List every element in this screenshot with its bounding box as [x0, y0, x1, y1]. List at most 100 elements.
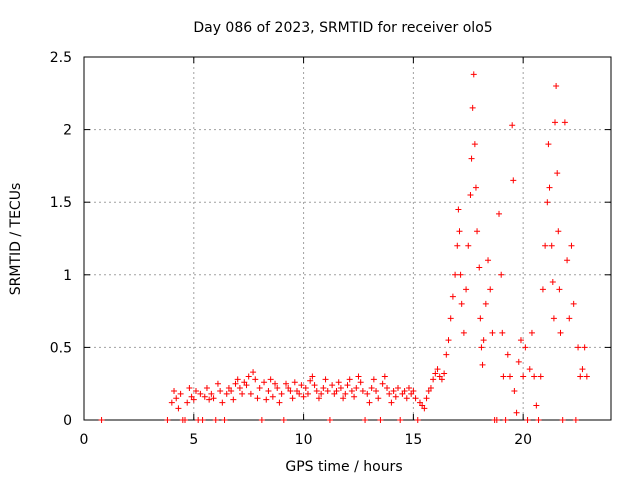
data-point — [236, 385, 243, 392]
data-point — [557, 329, 564, 336]
data-point — [192, 387, 199, 394]
data-point — [175, 405, 182, 412]
data-point — [544, 199, 551, 206]
data-point — [441, 370, 448, 377]
data-point — [520, 373, 527, 380]
data-point — [460, 329, 467, 336]
data-point — [517, 337, 524, 344]
data-point — [522, 344, 529, 351]
data-point — [377, 417, 384, 423]
data-point — [392, 393, 399, 400]
data-point — [359, 387, 366, 394]
data-point — [184, 399, 191, 406]
data-point — [515, 358, 522, 365]
data-point — [445, 337, 452, 344]
data-point — [289, 395, 296, 402]
data-point — [171, 387, 178, 394]
data-point — [498, 271, 505, 278]
data-point — [203, 385, 210, 392]
data-point — [410, 387, 417, 394]
data-point — [454, 242, 461, 249]
data-point — [256, 385, 263, 392]
y-tick-label: 2.5 — [50, 50, 72, 66]
data-point — [535, 417, 542, 423]
data-point — [568, 242, 575, 249]
data-point — [506, 373, 513, 380]
data-point — [465, 242, 472, 249]
data-point — [546, 184, 553, 191]
data-point — [304, 390, 311, 397]
data-point — [583, 373, 590, 380]
data-point — [265, 387, 272, 394]
data-point — [272, 380, 279, 387]
data-point — [326, 417, 333, 423]
data-point — [472, 184, 479, 191]
data-point — [333, 387, 340, 394]
x-tick-label: 0 — [80, 432, 89, 448]
data-point — [337, 385, 344, 392]
data-point — [401, 387, 408, 394]
data-point — [267, 376, 274, 383]
data-point — [452, 271, 459, 278]
data-point — [500, 373, 507, 380]
data-point — [173, 395, 180, 402]
data-point — [335, 379, 342, 386]
data-point — [373, 387, 380, 394]
data-point — [287, 387, 294, 394]
data-point — [261, 379, 268, 386]
data-point — [397, 417, 404, 423]
data-point — [199, 417, 206, 423]
data-point — [432, 370, 439, 377]
data-point — [344, 382, 351, 389]
data-point — [403, 395, 410, 402]
data-point — [355, 373, 362, 380]
data-point — [564, 257, 571, 264]
data-point — [164, 417, 171, 423]
data-point — [581, 344, 588, 351]
data-point — [353, 385, 360, 392]
data-point — [252, 376, 259, 383]
data-point — [457, 271, 464, 278]
data-point — [315, 395, 322, 402]
data-point — [463, 286, 470, 293]
data-point — [539, 286, 546, 293]
data-point — [509, 122, 516, 129]
data-point — [579, 366, 586, 373]
data-point — [467, 191, 474, 198]
data-point — [212, 417, 219, 423]
data-point — [250, 369, 257, 376]
data-point — [537, 373, 544, 380]
data-point — [311, 382, 318, 389]
data-point — [375, 395, 382, 402]
data-point — [379, 380, 386, 387]
data-point — [190, 396, 197, 403]
data-point — [370, 376, 377, 383]
data-point — [386, 390, 393, 397]
data-point — [228, 387, 235, 394]
data-point — [362, 417, 369, 423]
data-point — [434, 366, 441, 373]
data-point — [566, 315, 573, 322]
data-point — [300, 393, 307, 400]
data-point — [329, 382, 336, 389]
data-points — [98, 71, 590, 423]
data-point — [502, 417, 509, 423]
data-point — [223, 390, 230, 397]
data-point — [395, 385, 402, 392]
data-point — [320, 385, 327, 392]
data-point — [412, 395, 419, 402]
data-point — [556, 286, 563, 293]
data-point — [322, 376, 329, 383]
data-point — [298, 382, 305, 389]
data-point — [550, 315, 557, 322]
data-point — [280, 417, 287, 423]
data-point — [468, 155, 475, 162]
data-point — [234, 376, 241, 383]
data-point — [524, 417, 531, 423]
data-point — [513, 409, 520, 416]
data-point — [384, 385, 391, 392]
data-point — [243, 382, 250, 389]
data-point — [493, 417, 500, 423]
data-point — [351, 393, 358, 400]
data-point — [177, 390, 184, 397]
